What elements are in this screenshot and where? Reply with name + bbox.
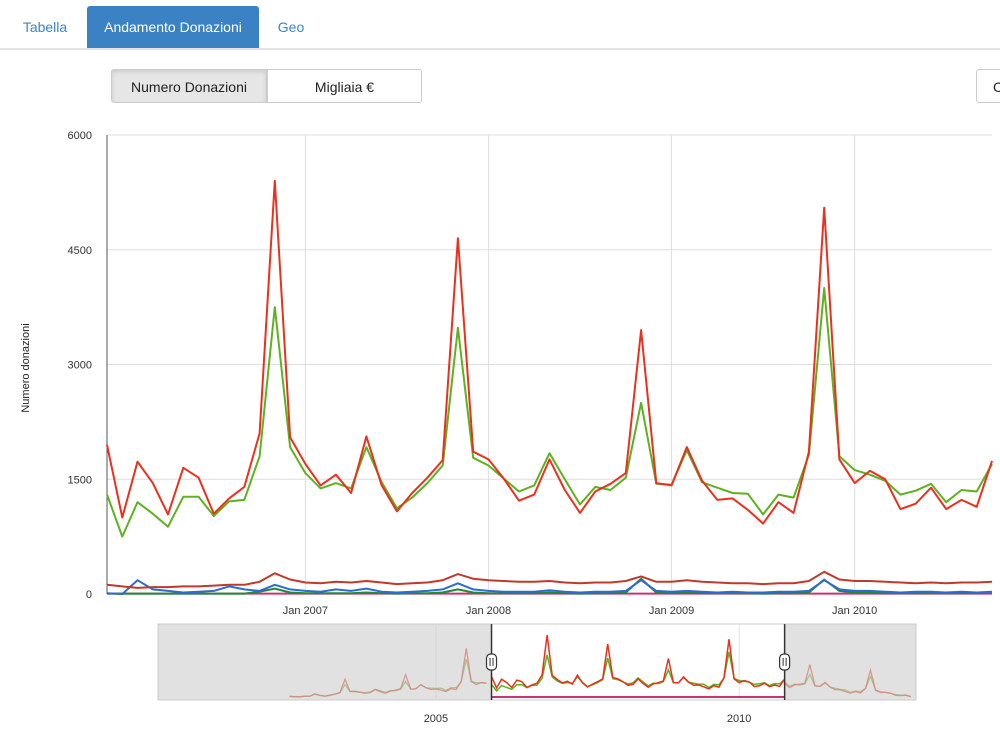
donations-chart: 0 1500 3000 4500 6000 Jan 2007 Jan 2008 Jan 200… <box>68 130 993 725</box>
series-line-1 <box>106 287 993 538</box>
y-tick-label: 6000 <box>68 130 92 142</box>
y-tick-label: 3000 <box>68 360 92 372</box>
navigator-handle-left[interactable] <box>485 653 498 671</box>
navigator-mask-left <box>158 624 492 700</box>
tab-bar: Tabella Andamento Donazioni Geo <box>0 0 1000 50</box>
x-tick-label: Jan 2008 <box>466 605 511 617</box>
series-line-3 <box>106 579 993 595</box>
y-tick-label: 4500 <box>68 245 92 257</box>
y-tick-label: 0 <box>86 589 92 601</box>
series-line-4 <box>107 577 993 595</box>
tab-geo[interactable]: Geo <box>277 19 305 35</box>
tab-tabella[interactable]: Tabella <box>22 19 68 35</box>
tab-andamento-donazioni[interactable]: Andamento Donazioni <box>87 6 259 48</box>
navigator-tick-label: 2010 <box>727 713 751 725</box>
navigator-handle-right[interactable] <box>779 653 791 671</box>
series-line-2 <box>106 570 993 589</box>
x-tick-label: Jan 2009 <box>649 605 694 617</box>
partial-button[interactable]: C <box>976 69 1000 103</box>
navigator-tick-label: 2005 <box>424 713 448 725</box>
y-tick-label: 1500 <box>68 474 92 486</box>
x-tick-label: Jan 2007 <box>283 605 328 617</box>
numero-donazioni-button[interactable]: Numero Donazioni <box>111 69 267 103</box>
x-tick-label: Jan 2010 <box>832 605 877 617</box>
navigator-series-0 <box>490 634 786 690</box>
series-line-0 <box>106 179 993 525</box>
migliaia-euro-button[interactable]: Migliaia € <box>267 69 422 103</box>
navigator-mask-right <box>784 624 916 700</box>
